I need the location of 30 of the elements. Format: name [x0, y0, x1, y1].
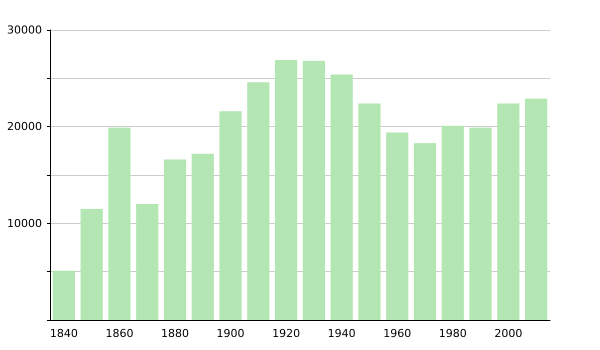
x-tick-label: 1860 [105, 327, 134, 340]
x-tick-label: 1900 [216, 327, 245, 340]
x-tick-label: 2000 [494, 327, 522, 340]
bar [164, 160, 186, 320]
x-tick-label: 1880 [161, 327, 189, 340]
bar [302, 60, 325, 320]
x-tick-label: 1980 [438, 327, 467, 340]
y-tick-label: 20000 [7, 120, 42, 134]
bar [469, 128, 492, 320]
bar [358, 103, 381, 320]
bar [192, 154, 214, 320]
y-tick-label: 10000 [7, 216, 42, 230]
x-tick-label: 1840 [50, 327, 78, 340]
bar [136, 204, 158, 320]
bar [108, 128, 131, 320]
bar [442, 126, 464, 320]
bar [414, 143, 436, 320]
bar [386, 132, 408, 320]
bar [247, 82, 270, 320]
bar [80, 208, 103, 320]
bar [497, 103, 520, 320]
bar [525, 98, 548, 320]
bar [219, 111, 242, 320]
y-tick-label: 30000 [7, 24, 42, 36]
x-tick-label: 1960 [383, 327, 412, 340]
bar [330, 74, 353, 320]
bar [275, 60, 298, 320]
x-tick-label: 1940 [328, 327, 356, 340]
x-tick-label: 1920 [272, 327, 300, 340]
bar [52, 270, 75, 320]
